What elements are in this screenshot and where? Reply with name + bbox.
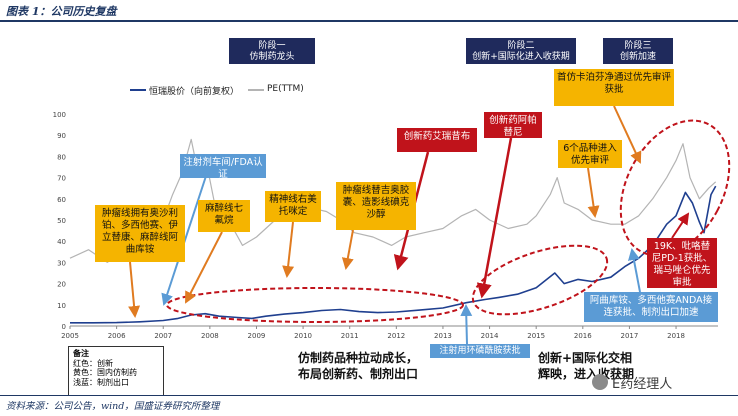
watermark-text: E药经理人	[612, 377, 673, 392]
x-tick-label: 2012	[387, 332, 405, 340]
legend-pe-swatch	[248, 89, 264, 91]
x-tick-label: 2005	[61, 332, 79, 340]
arrow-r3	[671, 212, 690, 239]
note-yellow: 黄色：国内仿制药	[73, 368, 137, 377]
arrow-r2	[476, 137, 513, 299]
ellipse-stage3	[619, 119, 731, 257]
note-red: 红色：创新	[73, 358, 113, 368]
ellipse-stage2	[471, 244, 609, 316]
bottom-left-line1: 仿制药品种拉动成长，	[298, 351, 419, 365]
y-tick-label: 80	[57, 153, 66, 161]
stage-1-line2: 仿制药龙头	[249, 52, 295, 62]
stage-2-line2: 创新+国际化进入收获期	[472, 52, 570, 62]
arrow-y1	[128, 261, 141, 318]
y-tick-label: 0	[62, 323, 66, 331]
bottom-right-line2: 辉映，进入收获期	[538, 367, 635, 381]
annotation-r2: 创新药阿帕替尼	[484, 112, 542, 138]
stock-price-line	[70, 185, 717, 324]
annotation-y3: 精神线右美托咪定	[265, 191, 321, 222]
stage-3-box: 阶段三 创新加速	[603, 38, 673, 64]
legend-pe-label: PE(TTM)	[267, 84, 304, 94]
bottom-right-text: 创新+国际化交相 辉映，进入收获期	[538, 350, 634, 382]
x-tick-label: 2008	[201, 332, 219, 340]
legend-note-box: 备注 红色：创新 黄色：国内仿制药 浅蓝：制剂出口	[68, 346, 164, 396]
footer-divider	[0, 395, 738, 396]
arrow-y2	[185, 231, 223, 304]
arrow-y4	[341, 229, 354, 270]
stock-series	[70, 185, 717, 324]
y-tick-label: 10	[57, 302, 66, 310]
bottom-left-text: 仿制药品种拉动成长， 布局创新药、制剂出口	[298, 350, 418, 382]
y-tick-label: 40	[57, 238, 66, 246]
annotation-b3: 阿曲库铵、多西他赛ANDA接连获批、制剂出口加速	[584, 292, 718, 322]
arrow-b3	[627, 248, 641, 293]
y-tick-label: 30	[57, 259, 66, 267]
x-tick-label: 2018	[667, 332, 685, 340]
note-blue: 浅蓝：制剂出口	[73, 377, 129, 387]
y-tick-label: 60	[57, 196, 66, 204]
chart-axes: 0 10 20 30 40 50 60 70 80 90 100 2005 2006 2007 2008 20…	[53, 111, 718, 340]
annotation-y5: 首仿卡泊芬净通过优先审评获批	[554, 69, 674, 106]
bottom-left-line2: 布局创新药、制剂出口	[298, 367, 419, 381]
arrow-y6	[587, 167, 600, 218]
x-tick-label: 2016	[574, 332, 592, 340]
watermark-icon	[592, 374, 608, 390]
annotation-y4: 肿瘤线替吉奥胶囊、造影线碘克沙醇	[336, 182, 416, 230]
note-title: 备注	[73, 349, 89, 358]
annotation-y2: 麻醉线七氟烷	[198, 200, 250, 232]
y-tick-label: 50	[57, 217, 66, 225]
x-tick-label: 2015	[527, 332, 545, 340]
x-tick-label: 2014	[481, 332, 499, 340]
legend-stock-label: 恒瑞股价（向前复权）	[149, 87, 240, 97]
annotation-b1: 注射剂车间/FDA认证	[180, 154, 266, 180]
annotation-r1: 创新药艾瑞昔布	[397, 128, 477, 152]
arrow-b1	[161, 175, 207, 306]
y-tick-label: 20	[57, 281, 66, 289]
stage-3-line2: 创新加速	[619, 52, 656, 62]
x-tick-label: 2017	[621, 332, 639, 340]
y-tick-label: 90	[57, 132, 66, 140]
source-note: 资料来源：公司公告，wind，国盛证券研究所整理	[6, 401, 220, 412]
annotation-b2: 注射用环磷酰胺获批	[430, 344, 530, 358]
stage-2-box: 阶段二 创新+国际化进入收获期	[466, 38, 576, 64]
ellipse-stage1	[166, 287, 464, 323]
legend-stock-swatch	[130, 89, 146, 91]
figure-title: 图表 1：公司历史复盘	[6, 5, 117, 18]
header-divider	[0, 20, 738, 22]
x-tick-label: 2006	[108, 332, 126, 340]
stage-3-line1: 阶段三	[624, 41, 652, 51]
arrow-b2	[460, 304, 473, 345]
arrow-y5	[613, 105, 642, 164]
y-tick-label: 100	[53, 111, 66, 119]
arrow-y3	[282, 221, 295, 278]
x-tick-label: 2010	[294, 332, 312, 340]
x-tick-label: 2007	[154, 332, 172, 340]
annotation-y6: 6个品种进入优先审评	[558, 140, 622, 168]
x-tick-label: 2013	[434, 332, 452, 340]
x-tick-label: 2009	[248, 332, 266, 340]
stage-2-line1: 阶段二	[507, 41, 535, 51]
x-tick-label: 2011	[341, 332, 359, 340]
y-tick-label: 70	[57, 175, 66, 183]
bottom-right-line1: 创新+国际化交相	[538, 351, 633, 365]
annotation-r3: 19K、吡咯替尼PD-1获批、瑞马唑仑优先审批	[647, 238, 717, 288]
stage-1-line1: 阶段一	[258, 41, 286, 51]
annotation-y1: 肿瘤线拥有奥沙利铂、多西他赛、伊立替康、麻醉线阿曲库铵	[95, 205, 185, 262]
stage-1-box: 阶段一 仿制药龙头	[229, 38, 315, 64]
